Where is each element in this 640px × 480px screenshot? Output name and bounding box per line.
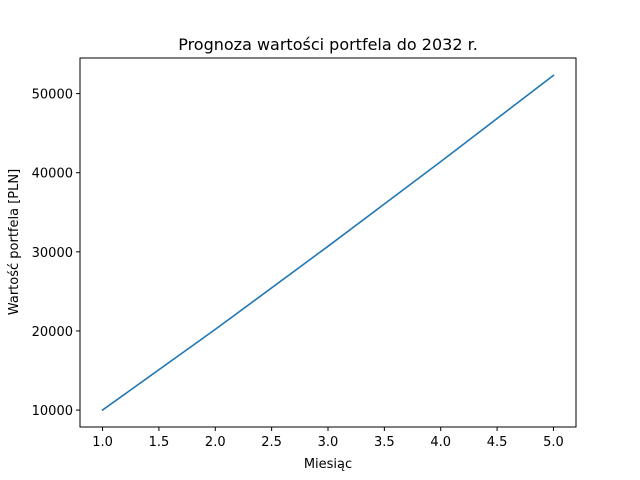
x-tick-label: 4.5: [487, 435, 508, 450]
x-tick-label: 5.0: [543, 435, 564, 450]
x-tick-label: 2.5: [261, 435, 282, 450]
x-axis-label: Miesiąc: [304, 457, 352, 472]
plot-area: [101, 74, 555, 412]
y-axis-label: Wartość portfela [PLN]: [7, 169, 22, 315]
x-axis-ticks: 1.0 1.5 2.0 2.5 3.0 3.5 4.0 4.5 5.0: [92, 427, 564, 450]
chart-title: Prognoza wartości portfela do 2032 r.: [178, 35, 478, 54]
x-tick-label: 3.5: [374, 435, 395, 450]
x-tick-label: 1.5: [149, 435, 170, 450]
axes-frame: [79, 57, 577, 428]
series-line: [101, 74, 555, 412]
y-tick-label: 40000: [32, 167, 73, 182]
y-tick-label: 10000: [32, 404, 73, 419]
x-tick-label: 1.0: [92, 435, 113, 450]
x-tick-label: 2.0: [205, 435, 226, 450]
y-tick-label: 30000: [32, 246, 73, 261]
x-tick-label: 3.0: [318, 435, 339, 450]
y-tick-label: 50000: [32, 88, 73, 103]
y-tick-label: 20000: [32, 325, 73, 340]
x-tick-label: 4.0: [430, 435, 451, 450]
y-axis-ticks: 10000 20000 30000 40000 50000: [32, 88, 80, 419]
